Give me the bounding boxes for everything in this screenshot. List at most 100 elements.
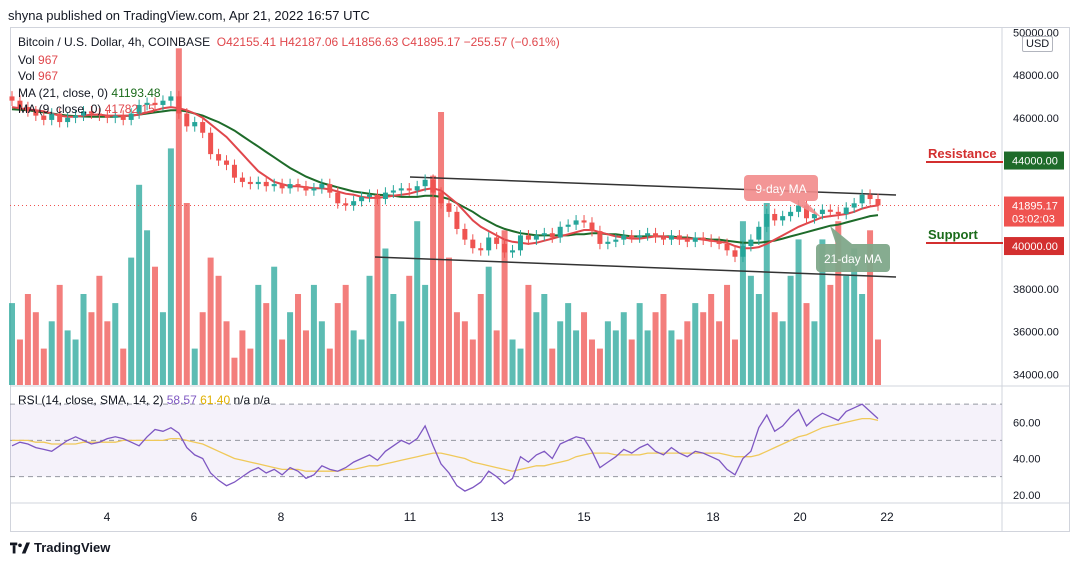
volume-bar [779, 321, 786, 385]
chart-frame [10, 27, 1070, 532]
volume-bar [795, 239, 802, 385]
volume-bar [763, 203, 770, 385]
volume-bar [191, 348, 198, 385]
volume-bar [223, 321, 230, 385]
volume-bar [596, 348, 603, 385]
candle-body [478, 248, 484, 251]
volume-bar [414, 221, 421, 385]
candle-body [843, 207, 849, 214]
volume-bar [64, 330, 71, 385]
candle-body [152, 102, 158, 105]
volume-bar [501, 230, 508, 385]
price-tick-label: 46000.00 [1013, 113, 1059, 125]
volume-bar [604, 321, 611, 385]
candle-body [819, 209, 825, 214]
candle-body [510, 250, 516, 253]
candle-body [557, 226, 563, 238]
volume-bar [48, 321, 55, 385]
time-tick-label: 4 [104, 510, 111, 524]
volume-bar [469, 339, 476, 385]
candle-body [660, 237, 666, 240]
volume-bar [628, 339, 635, 385]
tradingview-logo[interactable]: TradingView [10, 540, 110, 555]
volume-bar [493, 330, 500, 385]
candle-body [637, 235, 643, 238]
volume-bar [167, 148, 174, 385]
candle-body [271, 184, 277, 187]
candle-body [525, 235, 531, 240]
volume-bar [430, 175, 437, 385]
candle-body [120, 115, 126, 120]
legend-ohlc: O42155.41 H42187.06 L41856.63 C41895.17 … [216, 35, 560, 49]
volume-bar [295, 294, 302, 385]
volume-bar [152, 266, 159, 385]
candle-body [65, 117, 71, 123]
time-tick-label: 8 [278, 510, 285, 524]
volume-bar [668, 330, 675, 385]
candle-body [367, 194, 373, 197]
candle-body [224, 160, 230, 165]
candle-body [756, 226, 762, 240]
candle-body [653, 233, 659, 238]
legend-ma9-value: 41782.15 [104, 102, 155, 116]
legend-ma21: MA (21, close, 0) [18, 86, 109, 100]
legend-ma21-value: 41193.48 [111, 86, 161, 100]
volume-bar [811, 321, 818, 385]
candle-body [160, 100, 166, 105]
volume-bar [747, 275, 754, 385]
volume-bar [573, 330, 580, 385]
candle-body [263, 181, 269, 187]
volume-bar [239, 330, 246, 385]
tradingview-logo-icon [10, 542, 30, 553]
candle-body [541, 233, 547, 236]
legend-rsi-na: n/a n/a [233, 393, 271, 407]
candle-body [414, 186, 420, 191]
volume-bar [485, 266, 492, 385]
time-tick-label: 15 [577, 510, 591, 524]
currency-button[interactable]: USD [1022, 36, 1054, 52]
candle-body [629, 235, 635, 238]
candle-body [335, 192, 341, 204]
candle-body [33, 111, 39, 116]
candle-body [144, 102, 150, 105]
candle-body [827, 209, 833, 212]
volume-bar [183, 203, 190, 385]
candle-body [446, 203, 452, 212]
candle-body [200, 122, 206, 133]
volume-bar [835, 221, 842, 385]
candle-body [764, 213, 770, 227]
candle-body [184, 113, 190, 127]
volume-bar [334, 303, 341, 385]
time-tick-label: 6 [191, 510, 198, 524]
volume-bar [422, 284, 429, 385]
candle-body [168, 96, 174, 101]
time-tick-label: 11 [404, 510, 417, 524]
volume-bar [144, 230, 151, 385]
candle-body [49, 113, 55, 120]
support-label: Support [928, 227, 978, 242]
volume-bar [24, 294, 31, 385]
volume-bar [549, 348, 556, 385]
volume-bar [271, 266, 278, 385]
candle-body [438, 192, 444, 204]
legend-symbol: Bitcoin / U.S. Dollar, 4h, COINBASE [18, 35, 211, 49]
legend-rsi: RSI (14, close, SMA, 14, 2) [18, 393, 164, 407]
volume-bar [700, 312, 707, 385]
volume-bar [366, 275, 373, 385]
volume-bar [88, 312, 95, 385]
volume-bar [461, 321, 468, 385]
candle-body [470, 239, 476, 249]
candle-body [692, 237, 698, 242]
resistance-price-tag-label: 44000.00 [1012, 156, 1058, 168]
volume-bar [660, 294, 667, 385]
volume-bar [875, 339, 881, 385]
candle-body [247, 181, 253, 185]
candle-body [25, 107, 31, 112]
volume-bar [96, 275, 103, 385]
volume-bar [287, 312, 294, 385]
volume-bar [136, 184, 143, 385]
candle-body [462, 228, 468, 240]
volume-bar [104, 321, 111, 385]
candle-body [406, 188, 412, 191]
